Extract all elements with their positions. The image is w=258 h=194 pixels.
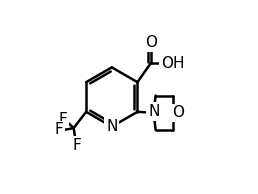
Text: N: N — [106, 119, 117, 134]
Text: O: O — [173, 105, 184, 120]
Text: F: F — [55, 122, 63, 138]
Text: F: F — [72, 138, 81, 153]
Text: O: O — [145, 35, 157, 50]
Text: N: N — [148, 104, 159, 119]
Text: OH: OH — [161, 55, 184, 71]
Text: F: F — [58, 112, 67, 127]
